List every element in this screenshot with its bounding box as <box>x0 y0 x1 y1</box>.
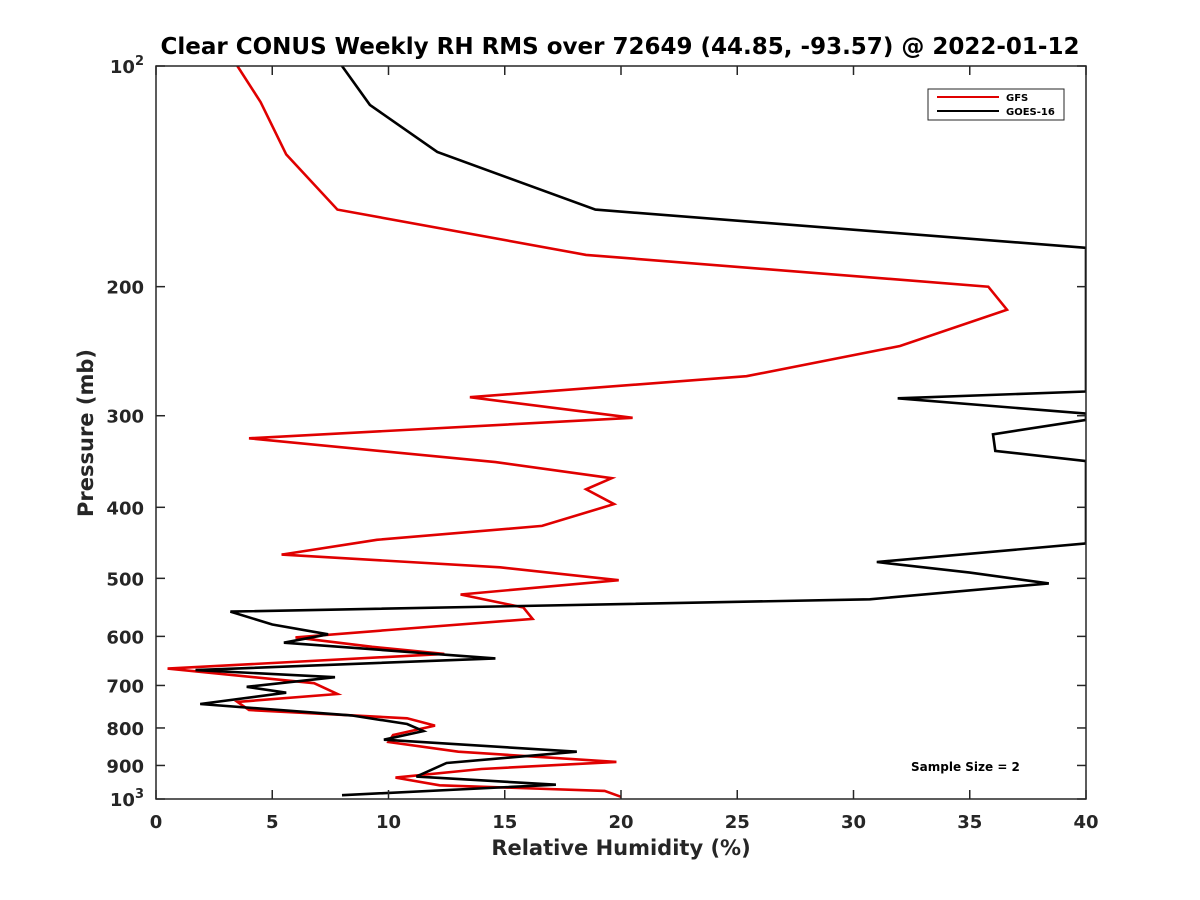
y-tick-label: 900 <box>106 756 144 777</box>
legend-box <box>927 88 1065 121</box>
y-tick-label: 800 <box>106 719 144 740</box>
chart-title: Clear CONUS Weekly RH RMS over 72649 (44… <box>161 34 1080 60</box>
x-tick-label: 20 <box>608 812 633 833</box>
x-tick-label: 10 <box>376 812 401 833</box>
y-axis: 102 200 300 400 500 600 700 800 900 103 <box>106 54 1086 811</box>
y-tick-label: 300 <box>106 407 144 428</box>
y-tick-label: 102 <box>110 54 144 78</box>
y-axis-label: Pressure (mb) <box>74 349 98 517</box>
y-tick-label: 600 <box>106 627 144 648</box>
y-tick-label: 103 <box>110 787 144 811</box>
legend: GFS GOES-16 <box>927 88 1065 121</box>
series-layer <box>167 66 1086 799</box>
y-tick-label: 200 <box>106 278 144 299</box>
x-tick-label: 40 <box>1073 812 1098 833</box>
x-axis: 0 5 10 15 20 25 30 35 40 <box>150 66 1099 833</box>
legend-label-gfs: GFS <box>1006 93 1028 104</box>
series-line-goes-16 <box>195 66 1086 797</box>
sample-size-annotation: Sample Size = 2 <box>911 760 1020 774</box>
x-tick-label: 25 <box>725 812 750 833</box>
x-tick-label: 35 <box>957 812 982 833</box>
x-tick-label: 15 <box>492 812 517 833</box>
x-tick-label: 30 <box>841 812 866 833</box>
x-tick-label: 5 <box>266 812 279 833</box>
y-tick-label: 400 <box>106 498 144 519</box>
legend-label-goes-16: GOES-16 <box>1006 107 1055 118</box>
y-tick-label: 700 <box>106 676 144 697</box>
x-tick-label: 0 <box>150 812 163 833</box>
y-tick-label: 500 <box>106 569 144 590</box>
x-axis-label: Relative Humidity (%) <box>491 836 750 860</box>
